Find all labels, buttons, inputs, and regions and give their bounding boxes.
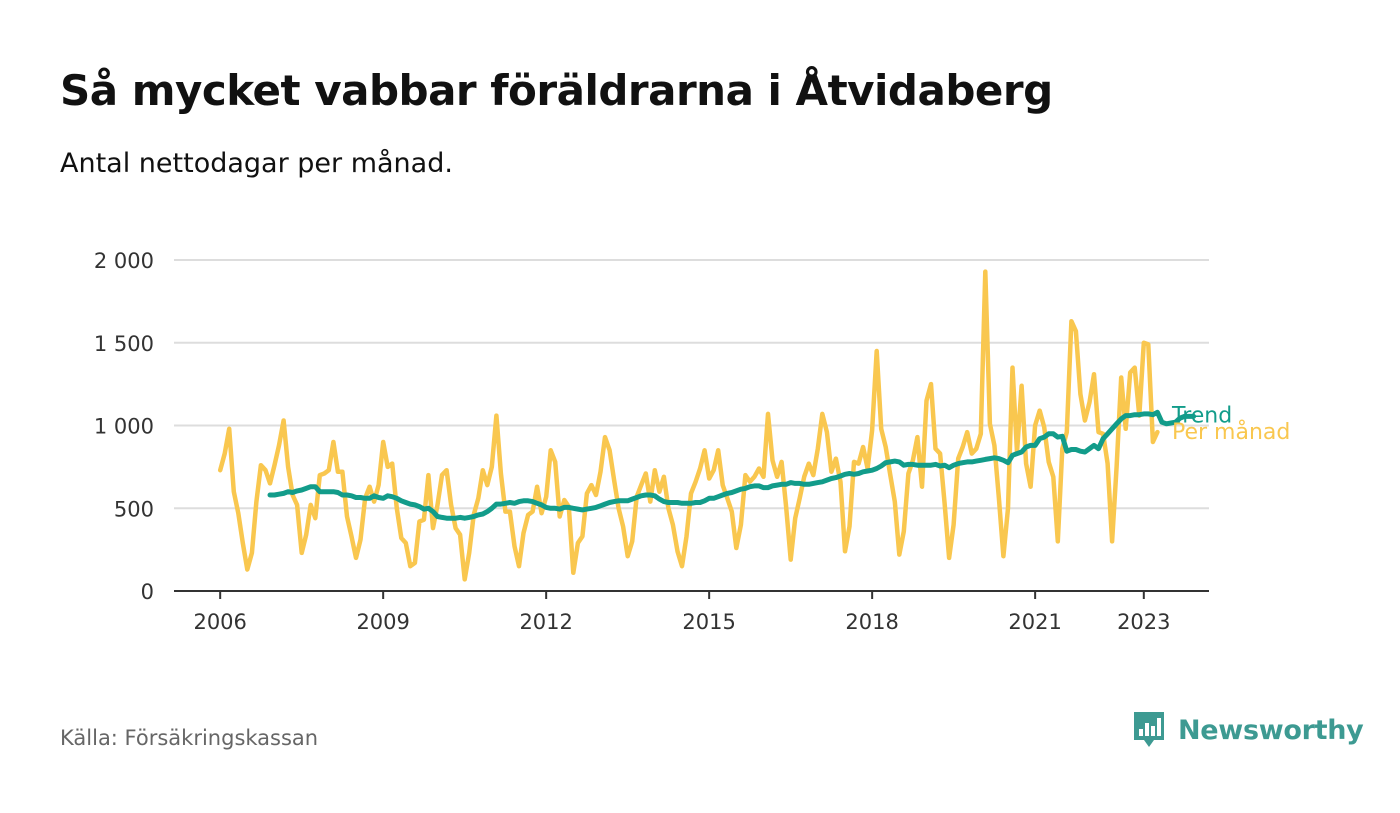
newsworthy-logo-icon [1134, 712, 1164, 747]
series-lines [217, 269, 1197, 582]
y-tick-label: 1 000 [94, 415, 154, 439]
brand-name: Newsworthy [1178, 714, 1364, 746]
y-tick-label: 1 500 [94, 332, 154, 356]
x-tick-label: 2018 [845, 610, 898, 634]
x-tick-label: 2006 [193, 610, 246, 634]
y-axis-ticks: 0 500 1 000 1 500 2 000 [94, 249, 154, 604]
x-tick-label: 2012 [519, 610, 572, 634]
x-axis: 2006 2009 2012 2015 2018 2021 2023 [174, 590, 1209, 634]
x-tick-label: 2015 [682, 610, 735, 634]
source-note: Källa: Försäkringskassan [60, 726, 319, 750]
trend-series-label: Trend [1171, 403, 1232, 428]
x-tick-label: 2009 [356, 610, 409, 634]
chart-title: Så mycket vabbar föräldrarna i Åtvidaber… [60, 66, 1053, 115]
monthly-series-line [217, 269, 1160, 582]
trend-series-line [267, 409, 1197, 521]
y-tick-label: 500 [114, 497, 154, 521]
chart-subtitle: Antal nettodagar per månad. [60, 148, 453, 179]
x-tick-label: 2023 [1117, 610, 1170, 634]
y-tick-label: 2 000 [94, 249, 154, 273]
brand-logo[interactable]: Newsworthy [1132, 710, 1364, 750]
x-tick-label: 2021 [1008, 610, 1061, 634]
monthly-series-label: Per månad [1172, 419, 1290, 445]
y-tick-label: 0 [141, 580, 154, 604]
